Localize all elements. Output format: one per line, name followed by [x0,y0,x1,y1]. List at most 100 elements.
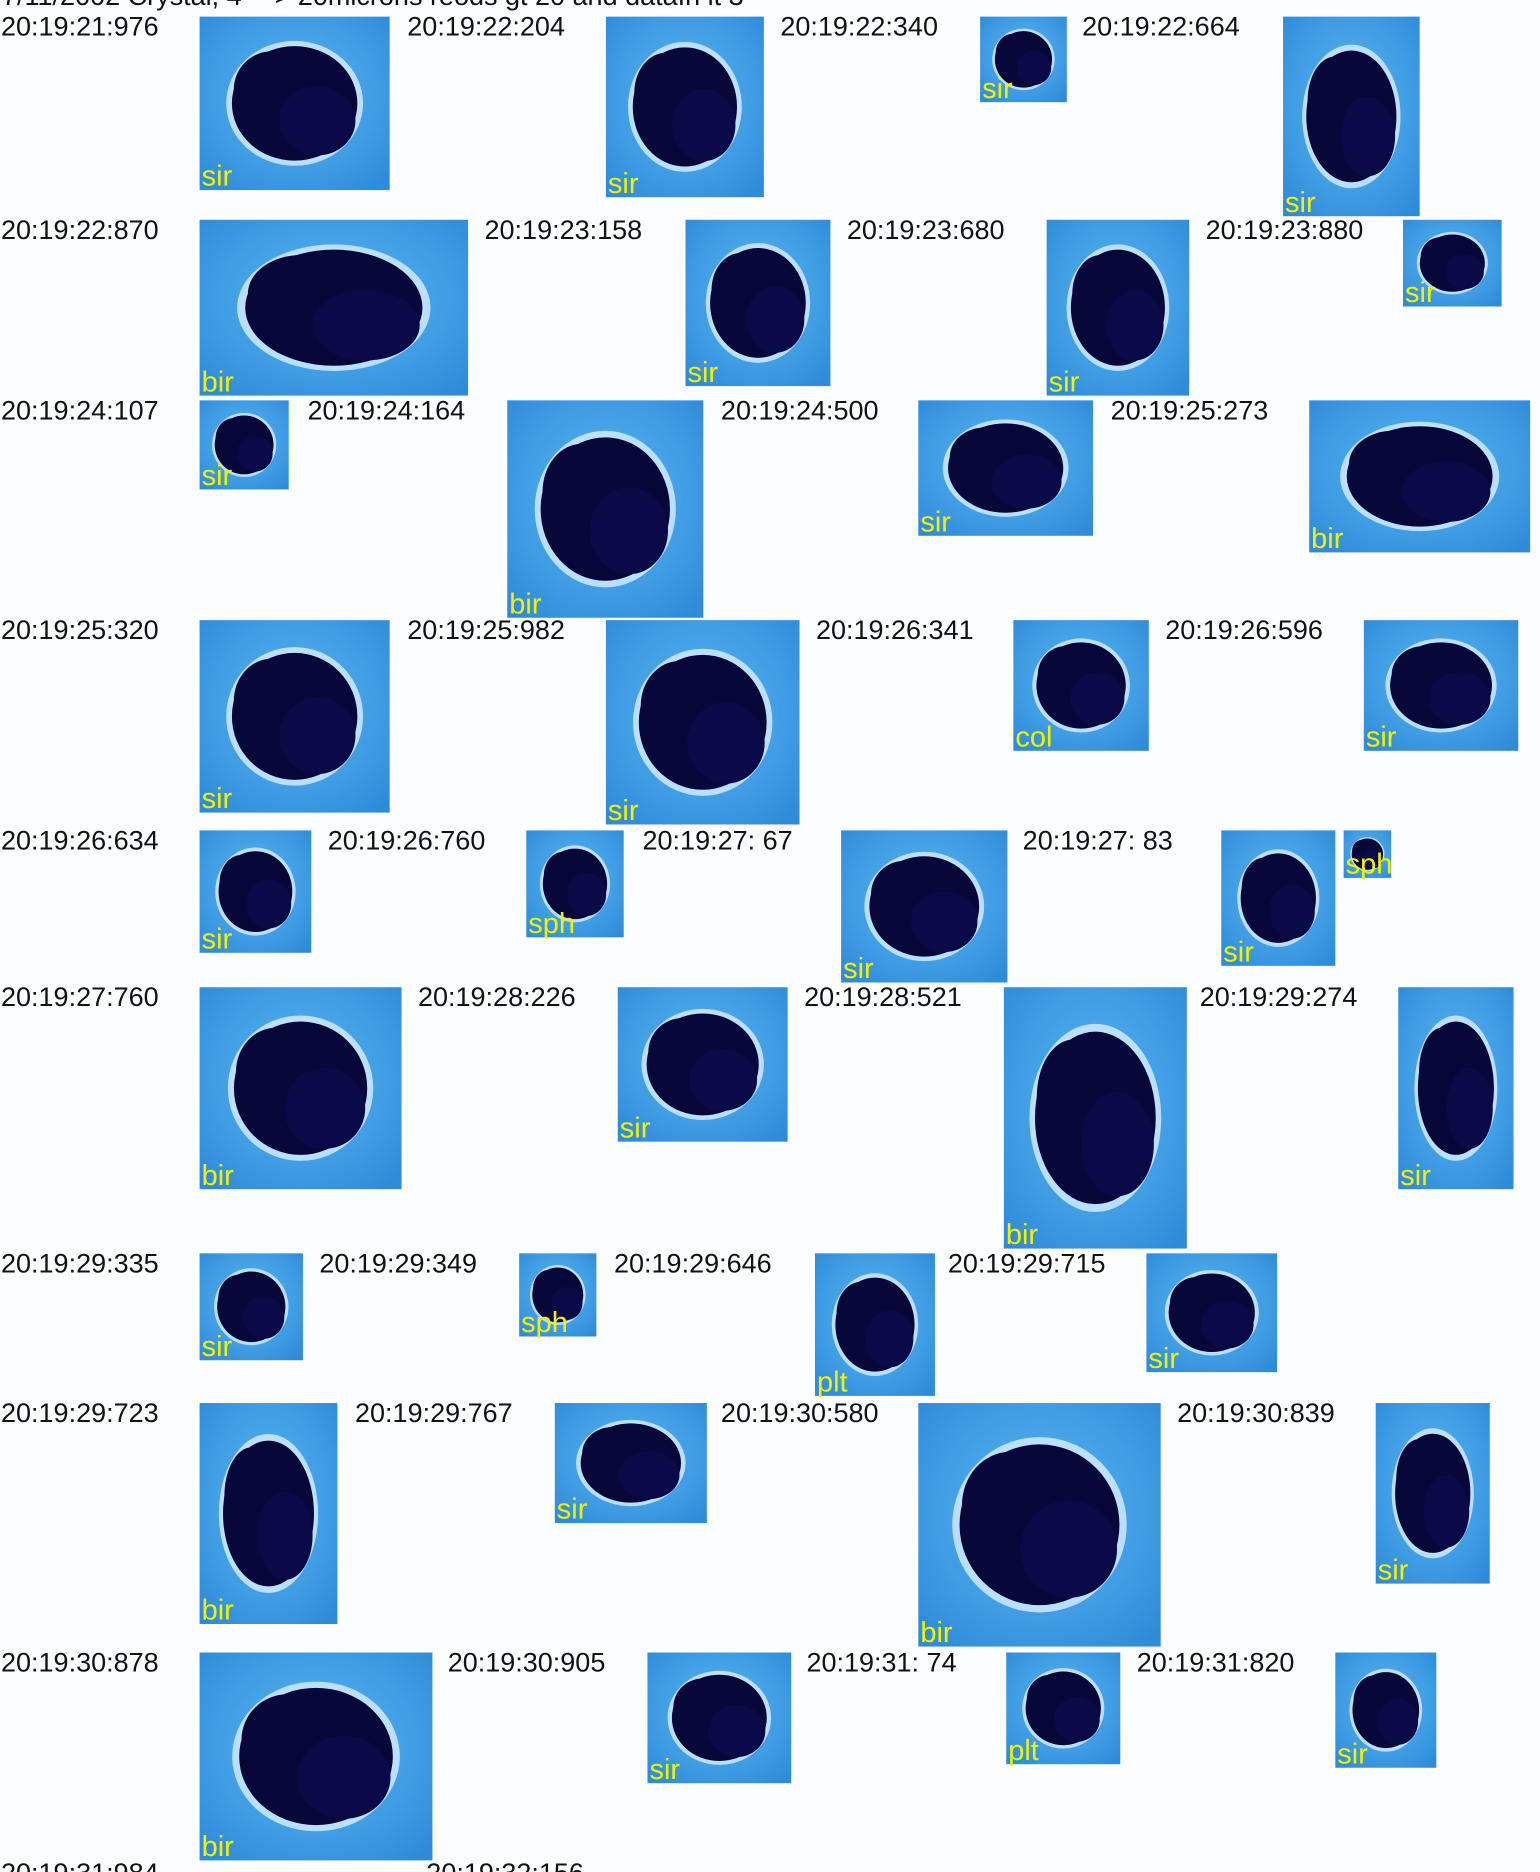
class-label: sph [528,908,575,940]
timestamp: 20:19:25:320 [1,615,159,645]
particle-lobe [689,1049,758,1111]
class-label: col [1015,721,1052,753]
timestamp: 20:19:23:680 [847,215,1005,245]
timestamp: 20:19:21:976 [1,12,159,42]
timestamp: 20:19:30:839 [1177,1398,1335,1428]
particle-lobe [1444,254,1484,290]
timestamp: 20:19:22:664 [1082,12,1240,42]
particle-lobe [1423,1475,1470,1548]
particle-lobe [242,1296,285,1339]
class-label: sir [202,783,233,815]
particle-lobe [1377,1698,1419,1745]
particle-lobe [1428,672,1491,725]
timestamp: 20:19:28:521 [804,982,962,1012]
particle-lobe [991,454,1062,509]
particle-lobe [279,86,356,156]
timestamp: 20:19:30:905 [448,1648,606,1678]
timestamp: 20:19:27: 83 [1023,825,1173,855]
particle-lobe [1020,1500,1118,1598]
particle-lobe [746,286,805,353]
particle-lobe [1269,884,1315,939]
particle-lobe [1054,1697,1100,1742]
particle-lobe [279,697,356,775]
timestamp: 20:19:23:158 [485,215,643,245]
class-label: sph [521,1307,568,1339]
class-label: sir [1378,1554,1409,1586]
particle-lobe [1016,50,1052,86]
class-label: sir [1405,277,1436,309]
timestamp: 20:19:26:596 [1165,615,1323,645]
particle-lobe [672,88,736,162]
particle-lobe [297,1735,391,1819]
timestamp: 20:19:25:982 [407,615,565,645]
timestamp: 20:19:32:156 [426,1858,584,1872]
particle-lobe [551,1286,583,1320]
class-label: sir [557,1494,588,1526]
particle-lobe [284,1068,366,1149]
timestamp: 20:19:22:870 [1,215,159,245]
class-label: sir [649,1754,680,1786]
timestamp: 20:19:23:880 [1206,215,1364,245]
particle-lobe [1106,290,1164,361]
timestamp: 20:19:30:580 [721,1398,879,1428]
class-label: sir [608,795,639,827]
class-label: sir [202,923,233,955]
class-label: sir [202,460,233,492]
timestamp: 20:19:26:760 [328,825,486,855]
particle-lobe [910,891,978,953]
class-label: sir [982,73,1013,105]
particle-lobe [1401,461,1491,523]
particle-lobe [1070,672,1125,725]
timestamp: 20:19:29:349 [319,1248,477,1278]
timestamp: 20:19:24:500 [721,395,879,425]
class-label: sir [608,168,639,200]
timestamp: 20:19:30:878 [1,1648,159,1678]
particle-lobe [1080,1091,1154,1197]
class-label: bir [509,588,542,620]
timestamp: 20:19:24:164 [308,395,466,425]
particle-lobe [707,1704,766,1758]
class-label: sir [1223,937,1254,969]
class-label: sir [620,1112,651,1144]
class-label: sir [843,953,874,985]
class-label: sir [202,1331,233,1363]
class-label: bir [920,1617,953,1649]
particle-lobe [246,879,292,929]
timestamp: 20:19:29:767 [355,1398,513,1428]
particle-lobe [618,1451,680,1500]
timestamp: 20:19:29:335 [1,1248,159,1278]
timestamp: 20:19:26:634 [1,825,159,855]
timestamp: 20:19:22:204 [407,12,565,42]
particle-lobe [237,435,273,472]
timestamp: 20:19:29:723 [1,1398,159,1428]
page-title: 7/11/2002 Crystal, 4 -- > 20microns reod… [2,0,744,11]
class-label: plt [1008,1735,1039,1767]
timestamp: 20:19:27: 67 [643,825,793,855]
class-label: sir [202,161,233,193]
particle-lobe [1340,96,1396,177]
timestamp: 20:19:29:274 [1200,982,1358,1012]
timestamp: 20:19:24:107 [1,395,159,425]
timestamp: 20:19:29:646 [614,1248,772,1278]
class-label: bir [202,1831,235,1863]
class-label: sir [1148,1343,1179,1375]
timestamp: 20:19:27:760 [1,982,159,1012]
timestamp: 20:19:28:226 [418,982,576,1012]
class-label: sph [1346,849,1393,881]
particle-lobe [257,1491,313,1580]
particle-lobe [1201,1300,1254,1349]
class-label: sir [687,357,718,389]
class-label: bir [1311,523,1344,555]
particle-lobe [687,701,765,784]
class-label: bir [202,1160,235,1192]
class-label: plt [817,1367,848,1399]
class-label: sir [1285,187,1316,219]
class-label: sir [1337,1738,1368,1770]
class-label: sir [1366,721,1397,753]
class-label: sir [1400,1160,1431,1192]
class-label: bir [202,1595,235,1627]
particle-lobe [865,1310,914,1368]
timestamp: 20:19:22:340 [780,12,938,42]
particle-lobe [589,487,669,575]
